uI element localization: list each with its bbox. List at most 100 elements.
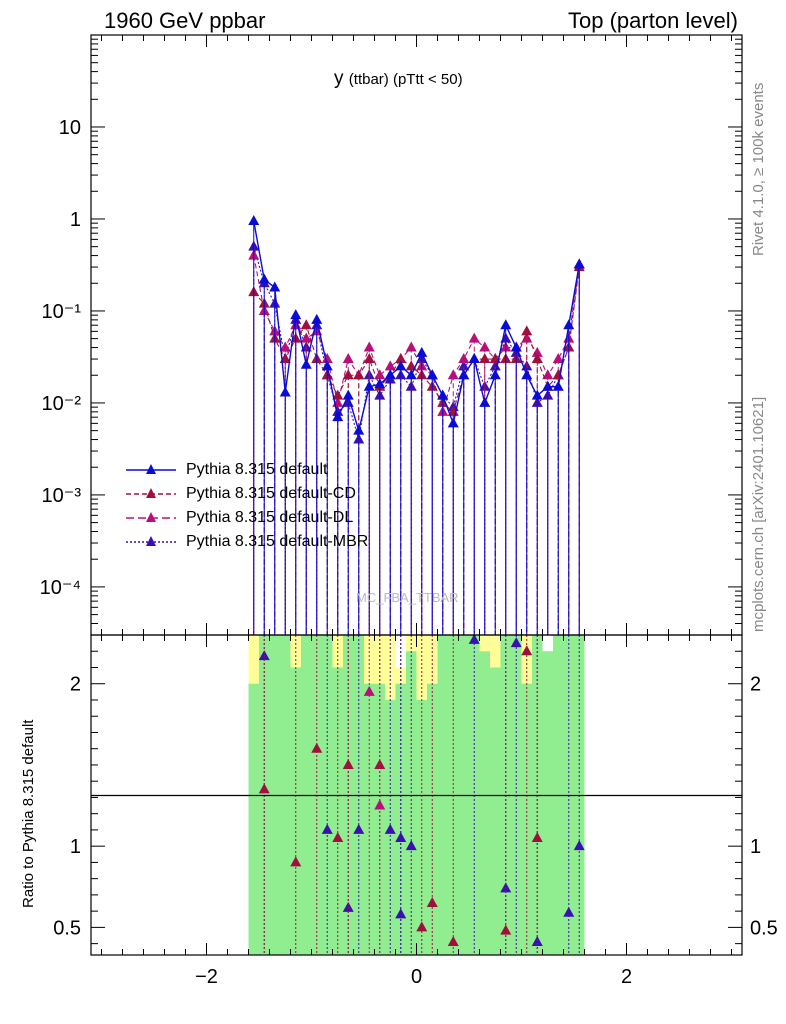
ratio-point-mbr (353, 823, 365, 834)
data-point-default (258, 273, 270, 284)
ratio-point-mbr (531, 936, 543, 947)
data-point-dl (531, 346, 543, 357)
data-point-dl (458, 353, 470, 364)
ratio-point-cd (311, 742, 323, 753)
data-point-cd (395, 353, 407, 364)
legend-label-mbr: Pythia 8.315 default-MBR (186, 533, 369, 550)
ratio-point-mbr (468, 633, 480, 644)
series-default (248, 215, 585, 635)
data-point-default (563, 319, 575, 330)
legend-entry-mbr: Pythia 8.315 default-MBR (126, 530, 368, 554)
data-point-default (479, 396, 491, 407)
legend-entry-cd: Pythia 8.315 default-CD (126, 482, 368, 506)
x-tick-label: 0 (411, 966, 422, 988)
data-point-default (269, 281, 281, 292)
data-point-default (374, 378, 386, 389)
data-point-mbr (332, 405, 344, 416)
data-point-default (332, 411, 344, 422)
data-point-dl (468, 332, 480, 343)
data-point-default (395, 360, 407, 371)
ratio-point-cd (531, 832, 543, 843)
series-line-mbr (253, 246, 580, 440)
data-point-cd (342, 369, 354, 380)
data-point-dl (279, 341, 291, 352)
data-point-cd (552, 369, 564, 380)
ratio-y-tick-label-right: 1 (750, 836, 761, 858)
ratio-y-tick-label-right: 0.5 (750, 917, 778, 939)
data-point-cd (405, 360, 417, 371)
data-point-dl (405, 341, 417, 352)
data-point-default (447, 417, 459, 428)
legend-entry-dl: Pythia 8.315 default-DL (126, 506, 368, 530)
y-tick-label: 10⁻¹ (42, 301, 82, 323)
data-point-default (468, 353, 480, 364)
data-point-default (489, 369, 501, 380)
data-point-default (458, 369, 470, 380)
legend-label-cd: Pythia 8.315 default-CD (186, 485, 356, 502)
x-tick-label: 2 (621, 966, 632, 988)
data-point-dl (447, 369, 459, 380)
legend-marker-dl (126, 512, 176, 522)
data-point-dl (479, 341, 491, 352)
ratio-point-cd (416, 921, 428, 932)
ratio-point-mbr (321, 823, 333, 834)
ratio-point-mbr (563, 906, 575, 917)
data-point-mbr (489, 360, 501, 371)
data-point-default (405, 369, 417, 380)
band-inner-bin (490, 667, 501, 955)
axis-ticks: −2 0 2 10 1 10⁻¹ 10⁻² 10⁻³ 10⁻⁴ 2 2 1 1 0.5 0.5 (40, 35, 778, 988)
y-tick-label: 10⁻³ (42, 485, 82, 507)
data-point-cd (479, 353, 491, 364)
legend-entry-default: Pythia 8.315 default (126, 458, 368, 482)
ratio-point-cd (447, 936, 459, 947)
ratio-point-mbr (395, 908, 407, 919)
data-point-default (416, 346, 428, 357)
ratio-point-cd (258, 783, 270, 794)
ratio-point-cd (426, 897, 438, 908)
ratio-y-tick-label-right: 2 (750, 674, 761, 696)
y-tick-label: 10⁻⁴ (40, 577, 81, 599)
data-point-default (542, 380, 554, 391)
data-point-dl (342, 353, 354, 364)
ratio-point-cd (332, 832, 344, 843)
legend-marker-mbr (126, 536, 176, 546)
data-point-default (279, 386, 291, 397)
data-point-cd (353, 369, 365, 380)
plot-title-variable: y (334, 68, 344, 89)
ratio-point-mbr (405, 840, 417, 851)
legend-label-default: Pythia 8.315 default (186, 461, 328, 478)
series-line-dl (253, 255, 580, 414)
plot-title: y (ttbar) (pTtt < 50) (334, 68, 463, 90)
data-point-cd (332, 389, 344, 400)
legend-marker-default (126, 464, 176, 474)
data-point-dl (542, 369, 554, 380)
rivet-version-label: Rivet 4.1.0, ≥ 100k events (750, 82, 767, 256)
main-series (248, 215, 585, 635)
ratio-point-mbr (384, 823, 396, 834)
data-point-cd (521, 325, 533, 336)
series-mbr (248, 240, 585, 635)
data-point-cd (531, 353, 543, 364)
ratio-point-cd (342, 758, 354, 769)
data-point-default (290, 309, 302, 320)
y-tick-label: 1 (70, 209, 81, 231)
ratio-point-cd (290, 856, 302, 867)
data-point-mbr (458, 360, 470, 371)
data-point-default (248, 215, 260, 226)
ratio-y-tick-label-left: 1 (70, 836, 81, 858)
ratio-point-dl (363, 685, 375, 696)
ratio-point-mbr (395, 832, 407, 843)
series-dl (248, 249, 585, 635)
data-point-default (573, 258, 585, 269)
ratio-axis-label: Ratio to Pythia 8.315 default (20, 719, 37, 908)
data-point-default (342, 389, 354, 400)
data-point-default (353, 424, 365, 435)
legend-marker-cd (126, 488, 176, 498)
band-inner-bin (542, 651, 553, 955)
data-point-dl (384, 360, 396, 371)
band-inner-bin (479, 651, 490, 955)
series-line-default (253, 220, 580, 434)
series-line-cd (253, 266, 580, 413)
y-tick-label: 10 (59, 117, 81, 139)
